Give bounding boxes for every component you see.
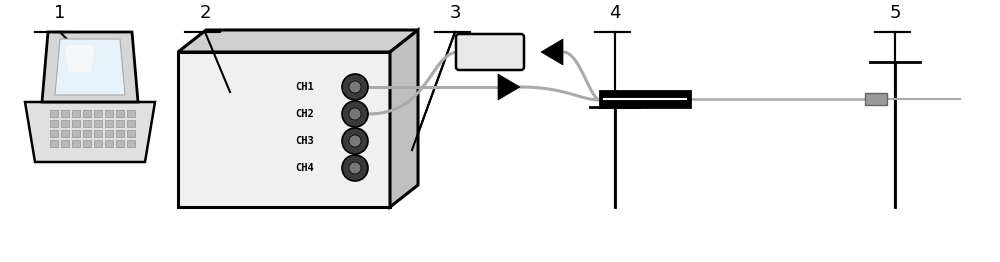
FancyBboxPatch shape xyxy=(94,130,102,137)
FancyBboxPatch shape xyxy=(127,110,135,117)
Text: 5: 5 xyxy=(889,4,901,22)
Text: 1: 1 xyxy=(54,4,66,22)
Polygon shape xyxy=(55,39,125,95)
FancyBboxPatch shape xyxy=(83,130,91,137)
Circle shape xyxy=(349,108,361,120)
FancyBboxPatch shape xyxy=(94,110,102,117)
FancyBboxPatch shape xyxy=(61,120,69,127)
Circle shape xyxy=(342,128,368,154)
Polygon shape xyxy=(25,102,155,162)
Text: 3: 3 xyxy=(449,4,461,22)
FancyBboxPatch shape xyxy=(50,130,58,137)
FancyBboxPatch shape xyxy=(865,93,887,105)
FancyBboxPatch shape xyxy=(61,140,69,147)
FancyBboxPatch shape xyxy=(116,110,124,117)
FancyBboxPatch shape xyxy=(83,110,91,117)
FancyBboxPatch shape xyxy=(83,120,91,127)
FancyBboxPatch shape xyxy=(94,140,102,147)
Polygon shape xyxy=(390,30,418,207)
Polygon shape xyxy=(541,39,563,65)
FancyBboxPatch shape xyxy=(50,120,58,127)
Text: CH2: CH2 xyxy=(295,109,314,119)
Text: CH3: CH3 xyxy=(295,136,314,146)
FancyBboxPatch shape xyxy=(105,140,113,147)
FancyBboxPatch shape xyxy=(127,130,135,137)
FancyBboxPatch shape xyxy=(105,120,113,127)
Circle shape xyxy=(349,162,361,174)
Polygon shape xyxy=(65,45,95,72)
Text: CH4: CH4 xyxy=(295,163,314,173)
FancyBboxPatch shape xyxy=(116,120,124,127)
Circle shape xyxy=(342,101,368,127)
FancyBboxPatch shape xyxy=(83,140,91,147)
Circle shape xyxy=(342,74,368,100)
Text: 2: 2 xyxy=(199,4,211,22)
Polygon shape xyxy=(498,74,520,100)
Text: CH1: CH1 xyxy=(295,82,314,92)
Polygon shape xyxy=(42,32,138,102)
Text: 4: 4 xyxy=(609,4,621,22)
FancyBboxPatch shape xyxy=(600,91,690,107)
FancyBboxPatch shape xyxy=(127,120,135,127)
FancyBboxPatch shape xyxy=(72,130,80,137)
FancyBboxPatch shape xyxy=(61,130,69,137)
FancyBboxPatch shape xyxy=(178,52,390,207)
FancyBboxPatch shape xyxy=(116,140,124,147)
FancyBboxPatch shape xyxy=(72,120,80,127)
FancyBboxPatch shape xyxy=(50,110,58,117)
FancyBboxPatch shape xyxy=(50,140,58,147)
FancyBboxPatch shape xyxy=(72,110,80,117)
Circle shape xyxy=(349,81,361,93)
FancyBboxPatch shape xyxy=(105,110,113,117)
FancyBboxPatch shape xyxy=(72,140,80,147)
Circle shape xyxy=(342,155,368,181)
FancyBboxPatch shape xyxy=(116,130,124,137)
Polygon shape xyxy=(178,30,418,52)
FancyBboxPatch shape xyxy=(94,120,102,127)
FancyBboxPatch shape xyxy=(105,130,113,137)
FancyBboxPatch shape xyxy=(61,110,69,117)
FancyBboxPatch shape xyxy=(127,140,135,147)
Circle shape xyxy=(349,135,361,147)
FancyBboxPatch shape xyxy=(456,34,524,70)
